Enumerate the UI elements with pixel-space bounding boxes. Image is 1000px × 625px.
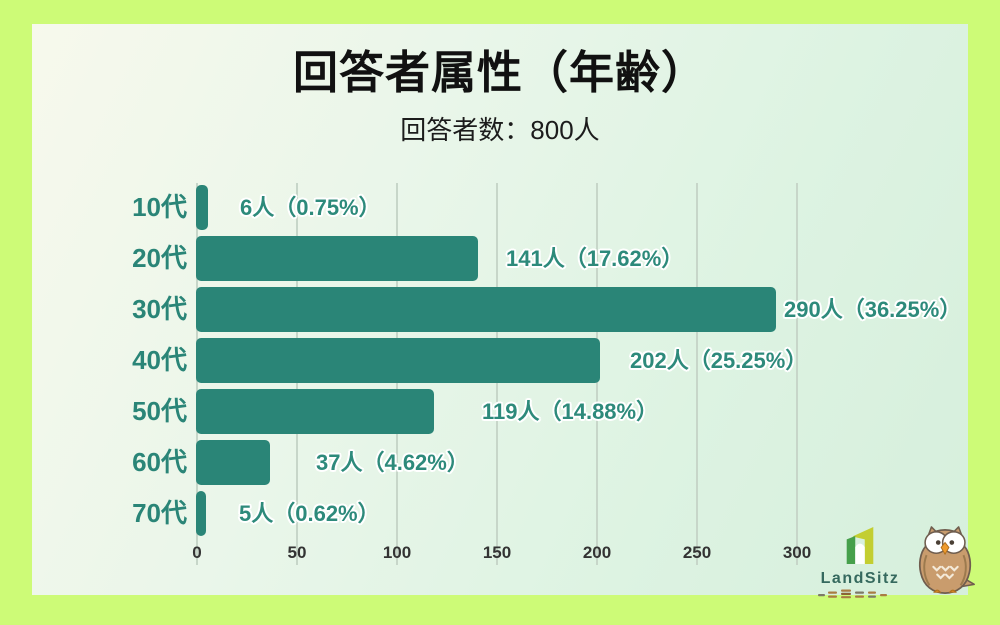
- bar: [196, 185, 208, 230]
- x-tick-label: 300: [782, 543, 812, 562]
- bar-row: 20代 141人（17.62%）: [32, 236, 968, 281]
- bar-row: 30代 290人（36.25%）: [32, 287, 968, 332]
- x-tick-label: 250: [682, 543, 712, 562]
- page-title: 回答者属性（年齢）: [292, 47, 707, 98]
- x-tick-label: 150: [482, 543, 512, 562]
- logo-text: LandSitz: [820, 570, 900, 587]
- owl-mascot-icon: [918, 526, 975, 594]
- x-tick-label: 50: [287, 543, 307, 562]
- bar-value-label: 37人（4.62%）: [316, 450, 469, 475]
- bar-value-label: 6人（0.75%）: [240, 195, 381, 220]
- bar: [196, 491, 206, 536]
- bar-row: 70代 5人（0.62%）: [32, 491, 968, 536]
- gridline: [696, 183, 698, 565]
- x-tick-label: 0: [192, 543, 202, 562]
- category-label: 40代: [132, 345, 187, 375]
- bar-row: 40代 202人（25.25%）: [32, 338, 968, 383]
- bar-value-label: 119人（14.88%）: [482, 399, 659, 424]
- chart-card: 回答者属性（年齢） 回答者数：800人 10代 6人（0.75%） 20代 141人（…: [32, 24, 975, 599]
- bar: [196, 440, 270, 485]
- landsitz-logo: LandSitz: [812, 524, 908, 601]
- bar-value-label: 141人（17.62%）: [506, 246, 684, 271]
- branding: LandSitz: [812, 524, 975, 599]
- category-label: 20代: [132, 243, 187, 273]
- logo-dashes-icon: [818, 589, 887, 599]
- logo-house-icon: [846, 527, 874, 565]
- category-label: 60代: [132, 447, 187, 477]
- category-label: 70代: [132, 498, 187, 528]
- bar: [196, 236, 478, 281]
- category-label: 10代: [132, 192, 187, 222]
- age-bar-chart: 10代 6人（0.75%） 20代 141人（17.62%） 30代 290人（36.25…: [32, 24, 968, 595]
- x-tick-label: 100: [382, 543, 412, 562]
- category-label: 30代: [132, 294, 187, 324]
- bar: [196, 338, 600, 383]
- bar: [196, 287, 776, 332]
- gridline: [796, 183, 798, 565]
- bar-row: 60代 37人（4.62%）: [32, 440, 968, 485]
- bar: [196, 389, 434, 434]
- bar-value-label: 5人（0.62%）: [239, 501, 380, 526]
- category-label: 50代: [132, 396, 187, 426]
- respondent-count-subtitle: 回答者数：800人: [400, 115, 600, 145]
- bar-row: 10代 6人（0.75%）: [32, 185, 968, 230]
- bar-row: 50代 119人（14.88%）: [32, 389, 968, 434]
- bar-value-label: 202人（25.25%）: [630, 348, 808, 373]
- x-tick-label: 200: [582, 543, 612, 562]
- bar-value-label: 290人（36.25%）: [784, 297, 962, 322]
